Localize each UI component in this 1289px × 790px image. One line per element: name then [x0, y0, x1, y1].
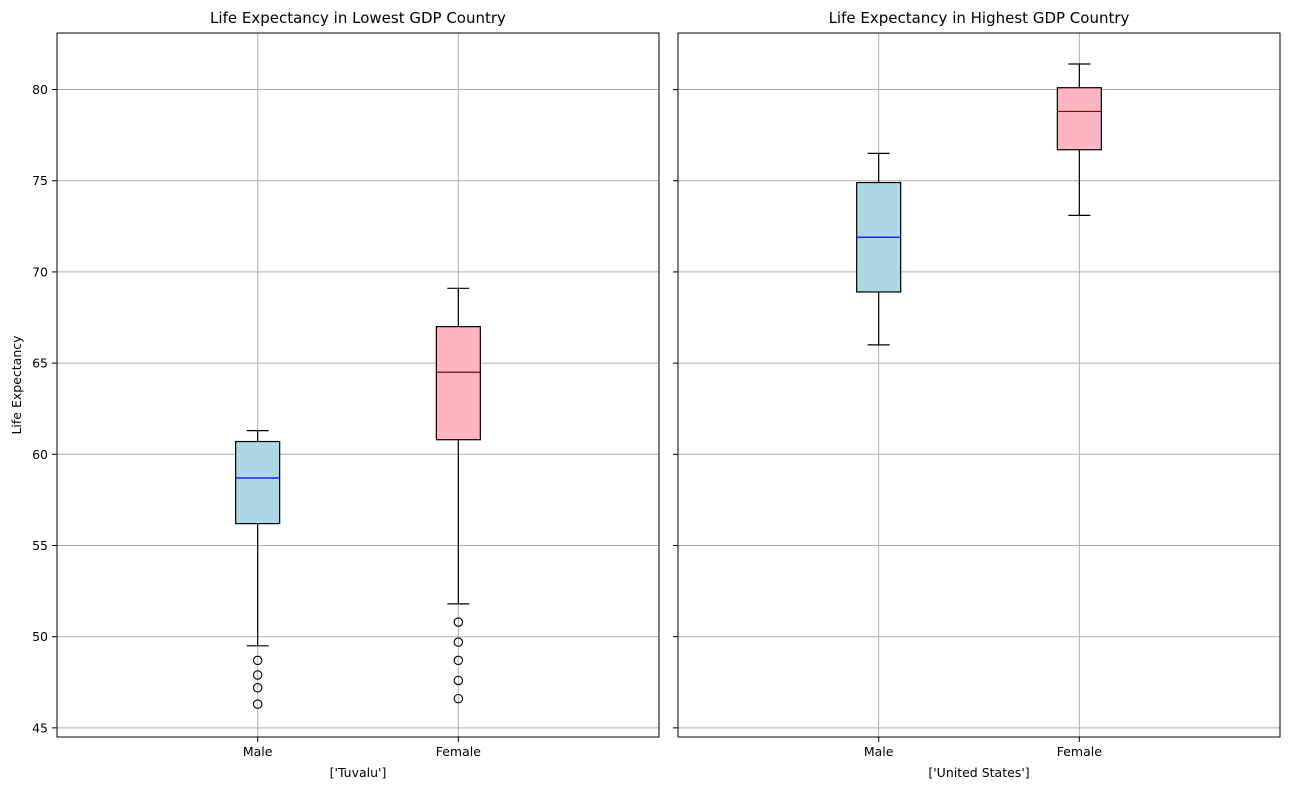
box-male	[856, 152, 902, 346]
iqr-box	[1056, 87, 1102, 151]
y-tick-label: 60	[32, 447, 48, 462]
chart-title: Life Expectancy in Lowest GDP Country	[210, 9, 506, 27]
y-tick-label: 55	[32, 538, 48, 553]
box-female	[435, 287, 481, 704]
outlier-point	[453, 655, 464, 666]
iqr-box	[235, 440, 281, 525]
outlier-point	[453, 637, 464, 647]
axes-frame	[56, 32, 660, 738]
y-tick-label: 45	[32, 720, 48, 735]
y-tick-label: 65	[32, 356, 48, 371]
y-tick-label: 80	[32, 82, 48, 97]
x-axis-label: ['United States']	[928, 765, 1029, 780]
x-tick-label: Male	[243, 744, 273, 759]
y-axis-label: Life Expectancy	[9, 335, 24, 435]
outlier-point	[453, 693, 464, 704]
outlier-point	[453, 675, 464, 686]
outlier-point	[252, 699, 263, 709]
axes-frame	[677, 32, 1281, 738]
x-tick-label: Female	[1057, 744, 1103, 759]
box-male	[235, 429, 281, 709]
outlier-point	[252, 655, 263, 666]
box-female	[1056, 63, 1102, 216]
x-axis-label: ['Tuvalu']	[330, 765, 387, 780]
panel-2: Male Female Life Expectancy in Highest GDP…	[673, 9, 1281, 780]
outlier-point	[252, 683, 263, 693]
y-tick-label: 50	[32, 629, 48, 644]
x-tick-label: Female	[436, 744, 482, 759]
iqr-box	[435, 326, 481, 441]
y-tick-label: 75	[32, 173, 48, 188]
chart-title: Life Expectancy in Highest GDP Country	[829, 9, 1130, 27]
outlier-point	[252, 670, 263, 680]
x-tick-label: Male	[864, 744, 894, 759]
panel-1: 45 50 55 60 65 70 75 80 Male Female Life Expectanc…	[9, 9, 660, 780]
y-tick-label: 70	[32, 264, 48, 279]
outlier-point	[453, 617, 464, 627]
